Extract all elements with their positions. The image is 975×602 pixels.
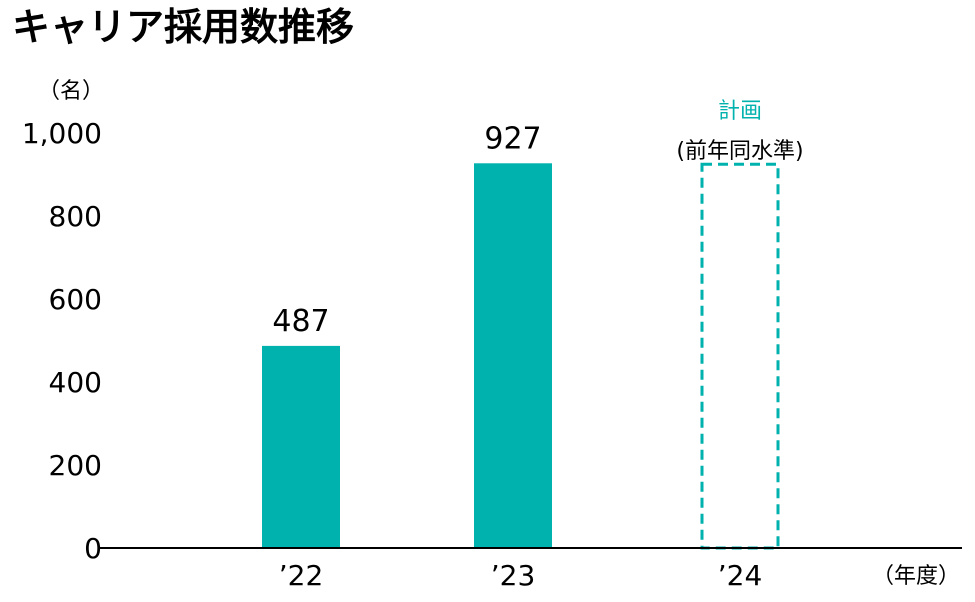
x-axis-ticks: ’22 ’23 ’24 xyxy=(279,559,763,592)
bars xyxy=(262,162,780,550)
data-labels: 487 927 xyxy=(272,121,541,339)
plan-annotation-title: 計画 xyxy=(718,99,762,124)
x-tick-label: ’22 xyxy=(279,559,324,592)
data-label: 487 xyxy=(272,304,329,339)
data-label: 927 xyxy=(484,121,541,156)
bar xyxy=(474,163,552,549)
y-tick-label: 1,000 xyxy=(22,117,102,150)
y-tick-label: 200 xyxy=(49,449,102,482)
x-tick-label: ’23 xyxy=(491,559,536,592)
bar xyxy=(262,345,340,548)
y-tick-label: 0 xyxy=(84,532,102,565)
bar-planned xyxy=(700,162,780,550)
y-axis-ticks: 0 200 400 600 800 1,000 xyxy=(22,117,102,565)
y-tick-label: 600 xyxy=(49,283,102,316)
chart-title: キャリア採用数推移 xyxy=(12,5,354,49)
x-axis-unit: （年度） xyxy=(872,564,960,589)
y-tick-label: 800 xyxy=(49,200,102,233)
x-tick-label: ’24 xyxy=(718,559,763,592)
y-axis-unit: （名） xyxy=(38,79,104,104)
y-tick-label: 400 xyxy=(49,366,102,399)
plan-annotation-subtitle: (前年同水準) xyxy=(676,139,803,164)
